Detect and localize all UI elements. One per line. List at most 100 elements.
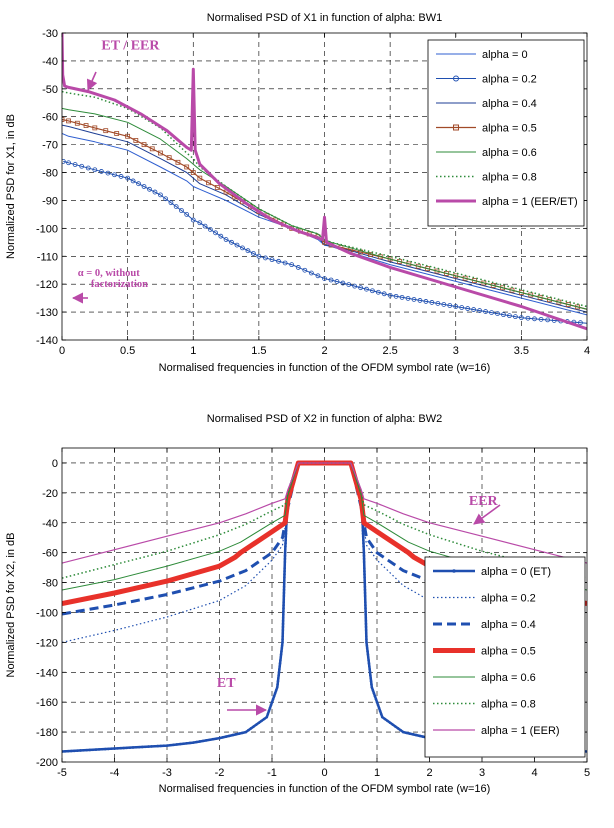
series-3-marker — [114, 131, 120, 136]
series-1-marker — [158, 192, 163, 198]
series-1-marker — [213, 230, 218, 236]
series-0-marker — [265, 715, 269, 719]
series-1-marker — [501, 312, 506, 318]
series-1-marker — [269, 257, 275, 263]
series-3-marker — [83, 123, 89, 128]
series-0-marker — [281, 641, 284, 644]
series-3-marker — [92, 125, 98, 131]
y-tick-label: -60 — [42, 112, 58, 124]
series-1-marker — [168, 200, 174, 206]
y-tick-label: -100 — [36, 607, 58, 619]
y-tick-label: 0 — [52, 458, 58, 470]
y-tick-label: -160 — [36, 697, 58, 709]
series-0-marker — [399, 728, 402, 732]
series-1-marker — [163, 196, 169, 202]
legend-marker — [453, 124, 459, 131]
series-line-5 — [62, 462, 587, 579]
legend-box — [424, 556, 586, 758]
series-0-marker — [282, 597, 286, 601]
series-1-marker — [295, 265, 301, 270]
y-tick-label: -140 — [36, 335, 58, 347]
series-0-marker — [369, 673, 372, 677]
series-0-marker — [282, 610, 285, 613]
legend-marker — [453, 75, 459, 82]
series-0-marker — [364, 603, 367, 607]
series-0-marker — [281, 616, 285, 619]
series-1-marker — [229, 239, 234, 245]
series-1-marker — [251, 251, 256, 256]
series-0-marker — [363, 591, 367, 595]
series-1-marker — [358, 285, 363, 291]
series-0-marker — [234, 733, 238, 736]
y-tick-label: -80 — [42, 168, 58, 180]
series-0-marker — [188, 741, 192, 745]
x-tick-label: 1 — [190, 345, 196, 357]
x-tick-label: 4 — [584, 345, 590, 357]
series-3-marker — [197, 175, 203, 181]
legend-label-2: alpha = 0.4 — [482, 98, 537, 110]
series-0-marker — [91, 748, 95, 752]
y-tick-label: -20 — [42, 488, 58, 500]
series-0-marker — [421, 735, 425, 738]
series-1-marker — [179, 208, 184, 213]
y-tick-label: -130 — [36, 307, 58, 319]
series-1-marker — [393, 293, 399, 299]
series-0-marker — [362, 541, 365, 545]
x-tick-label: -2 — [215, 767, 225, 779]
series-0-marker — [137, 745, 141, 749]
series-1-marker — [276, 258, 281, 264]
x-tick-label: 0.5 — [120, 345, 135, 357]
series-0-marker — [241, 731, 244, 735]
series-1-marker — [525, 315, 531, 321]
y-tick-label: -50 — [42, 84, 58, 96]
series-0-marker — [175, 743, 179, 746]
series-0-marker — [282, 588, 286, 592]
y-tick-label: -120 — [36, 279, 58, 291]
series-0-marker — [198, 740, 202, 743]
series-0-marker — [363, 588, 367, 592]
series-1-marker — [465, 306, 471, 311]
series-0-marker — [273, 691, 277, 695]
legend-label-4: alpha = 0.6 — [482, 147, 537, 159]
series-0-marker — [388, 721, 392, 725]
x-tick-label: 4 — [531, 767, 537, 779]
series-1-marker — [447, 303, 453, 308]
y-tick-label: -120 — [36, 637, 58, 649]
legend-label-0: alpha = 0 (ET) — [481, 566, 551, 578]
series-0-marker — [279, 659, 282, 662]
series-1-marker — [417, 298, 423, 303]
series-0-marker — [268, 706, 272, 710]
series-0-marker — [159, 744, 163, 748]
series-0-marker — [76, 749, 79, 752]
series-0-marker — [277, 670, 281, 674]
y-axis-label: Normalized PSD for X1, in dB — [5, 114, 17, 259]
series-0-marker — [368, 670, 372, 674]
series-0-marker — [372, 691, 376, 695]
series-0-marker — [365, 641, 368, 644]
series-0-marker — [363, 569, 366, 573]
series-0-marker — [116, 747, 119, 750]
series-0-marker — [281, 625, 285, 629]
series-0-marker — [364, 607, 367, 610]
series-0-marker — [221, 736, 225, 739]
legend: alpha = 0 alpha = 0.2 alpha = 0.4 alpha = 0… — [427, 39, 585, 227]
series-1-marker — [130, 178, 136, 184]
series-0-marker — [231, 733, 234, 737]
legend-label-6: alpha = 1 (EER/ET) — [482, 196, 578, 208]
series-1-marker — [532, 316, 537, 322]
series-0-marker — [73, 749, 76, 753]
series-1-marker — [328, 277, 334, 283]
series-0-marker — [368, 665, 371, 668]
series-0-marker — [280, 647, 284, 650]
series-3-marker — [184, 164, 190, 170]
y-tick-label: -40 — [42, 518, 58, 530]
series-1-marker — [234, 242, 240, 248]
x-tick-label: -3 — [162, 767, 172, 779]
series-0-marker — [282, 591, 286, 595]
series-0-marker — [162, 744, 166, 748]
y-tick-label: -110 — [37, 251, 58, 263]
legend-label-4: alpha = 0.6 — [481, 672, 536, 684]
series-0-marker — [140, 745, 144, 749]
series-1-marker — [72, 162, 78, 167]
